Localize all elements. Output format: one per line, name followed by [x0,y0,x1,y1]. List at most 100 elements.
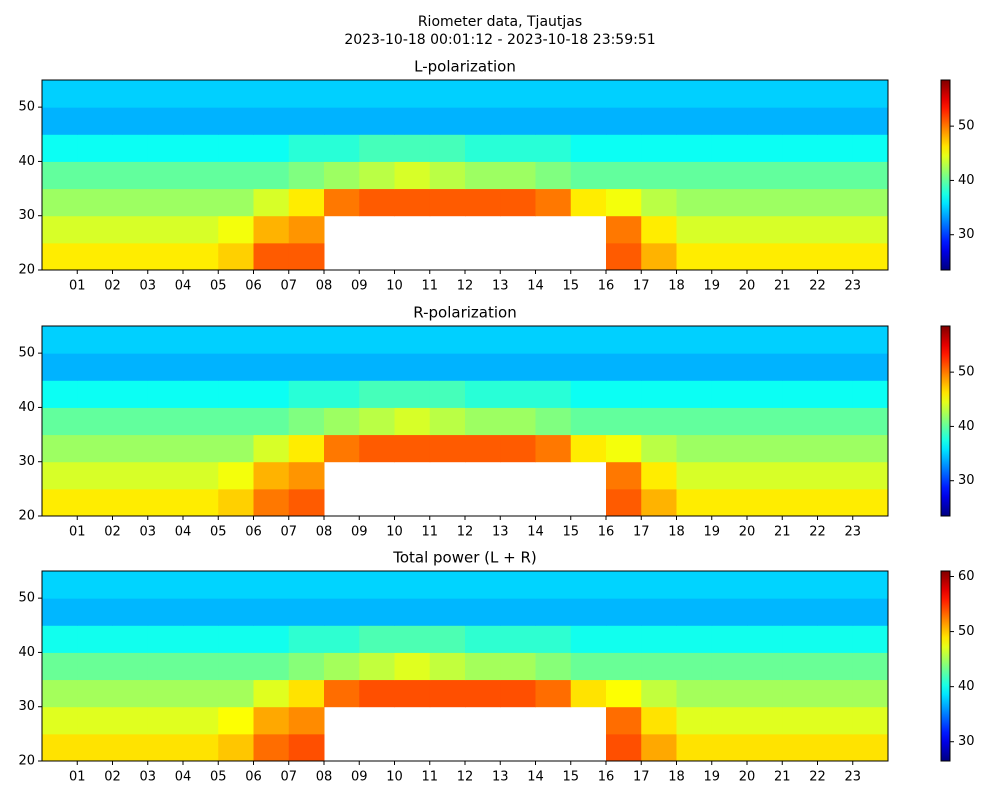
x-tick-label: 05 [210,279,227,294]
heat-cell [42,434,78,463]
heat-cell [711,652,748,681]
heat-cell [817,353,854,381]
heat-cell [218,625,254,653]
heat-cell [429,380,466,408]
heat-cell [500,188,536,217]
heat-cell [676,107,713,135]
heat-cell [429,434,466,463]
x-tick-label: 11 [421,525,438,540]
heat-cell [42,326,78,354]
heat-cell [570,652,607,681]
heat-cell [112,625,149,653]
heat-cell [324,679,360,708]
heat-cell [465,161,501,190]
heat-cell [183,706,219,735]
heat-cell [42,706,78,735]
heat-cell [500,107,536,135]
heat-cell [394,80,431,108]
x-tick-label: 12 [457,770,474,785]
heat-cell [42,188,78,217]
heat-cell [77,188,113,217]
x-tick-label: 05 [210,770,227,785]
heat-cell [288,625,325,653]
heat-cell [852,380,889,408]
y-tick-label: 40 [18,400,35,415]
heat-cell [606,134,642,162]
x-tick-label: 14 [527,770,544,785]
heat-cell [465,625,501,653]
heat-cell [218,461,254,490]
heat-cell [112,407,149,436]
heat-cell [394,598,431,626]
x-tick-label: 20 [739,279,756,294]
heat-cell [394,134,431,162]
x-tick-label: 13 [492,525,509,540]
x-tick-label: 13 [492,770,509,785]
x-tick-label: 02 [104,279,121,294]
panel-title: Total power (L + R) [392,549,537,567]
heat-cell [429,353,466,381]
heat-cell [711,679,748,708]
heat-cell [77,242,113,271]
heat-cell [852,733,889,762]
heat-cell [253,107,290,135]
heat-cell [218,80,254,108]
x-tick-label: 17 [633,279,650,294]
x-tick-label: 20 [739,770,756,785]
heat-cell [641,461,677,490]
x-tick-label: 03 [139,525,156,540]
heat-cell [676,733,713,762]
heat-cell [183,733,219,762]
heat-cell [147,80,184,108]
heat-cell [288,161,325,190]
heat-cell [641,434,677,463]
heat-cell [747,161,783,190]
heat-cell [606,598,642,626]
heat-cell [429,598,466,626]
x-tick-label: 10 [386,279,403,294]
heat-cell [112,733,149,762]
x-tick-label: 08 [316,279,333,294]
x-tick-label: 21 [774,770,791,785]
heat-cell [676,679,713,708]
heat-cell [535,326,572,354]
heat-cell [218,353,254,381]
heat-cell [112,652,149,681]
heat-cell [747,353,783,381]
heat-cell [359,326,395,354]
heat-cell [112,242,149,271]
heat-cell [676,380,713,408]
colorbar [940,325,951,517]
heat-cell [817,215,854,244]
heat-cell [570,625,607,653]
heat-cell [641,242,677,271]
heat-cell [112,188,149,217]
heat-cell [218,134,254,162]
heat-cell [535,598,572,626]
heat-cell [500,161,536,190]
heat-cell [500,434,536,463]
heat-cell [42,625,78,653]
heat-cell [852,326,889,354]
heat-cell [465,107,501,135]
heat-cell [77,679,113,708]
heat-cell [782,326,818,354]
heat-cell [641,598,677,626]
heat-cell [747,733,783,762]
heat-cell [42,598,78,626]
heat-cell [782,242,818,271]
y-tick-label: 50 [18,346,35,361]
heat-cell [606,215,642,244]
heat-cell [852,80,889,108]
heat-cell [641,407,677,436]
heat-cell [676,571,713,599]
x-tick-label: 19 [703,525,720,540]
heat-cell [782,706,818,735]
heat-cell [183,598,219,626]
heat-cell [535,652,572,681]
heat-cell [112,107,149,135]
heat-cell [747,652,783,681]
heat-cell [852,215,889,244]
x-tick-label: 20 [739,525,756,540]
